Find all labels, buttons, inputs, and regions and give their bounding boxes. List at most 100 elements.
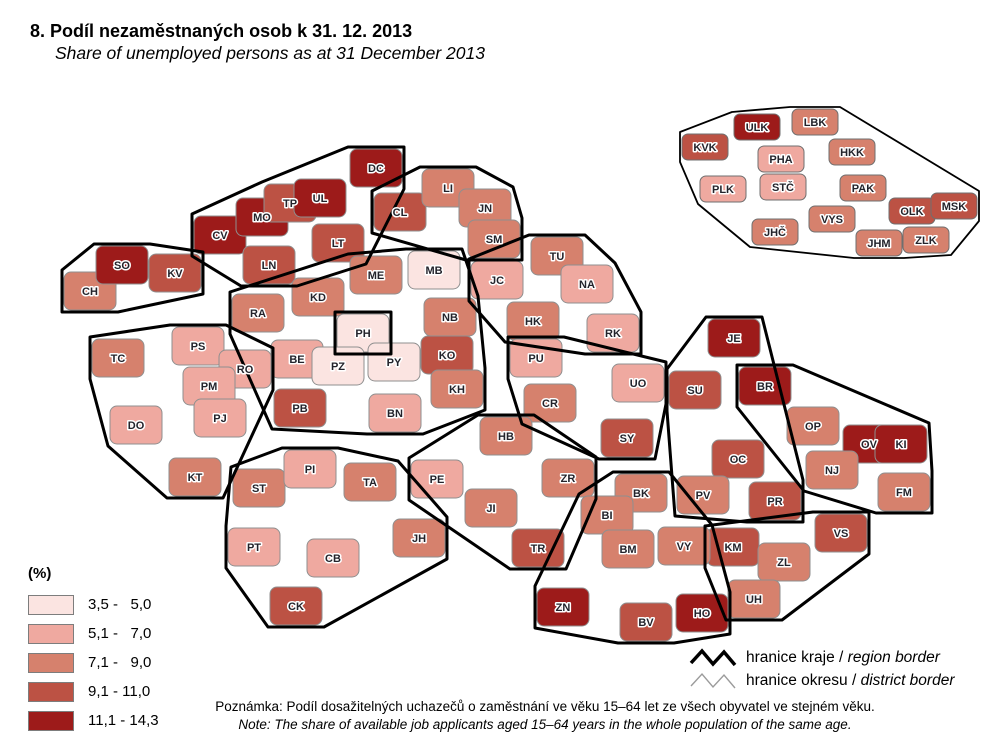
title-english: Share of unemployed persons as at 31 Dec… xyxy=(55,43,485,63)
district-label-SU: SU xyxy=(687,385,702,397)
district-label-HK: HK xyxy=(525,316,541,328)
district-label-JC: JC xyxy=(490,275,504,287)
district-label-CR: CR xyxy=(542,398,558,410)
legend-range-label-1: 3,5 - 5,0 xyxy=(88,596,152,613)
inset-region-label-VYS: VYS xyxy=(821,214,843,226)
district-label-UH: UH xyxy=(746,594,762,606)
district-border-label-en: district border xyxy=(860,671,955,689)
district-shape-KV xyxy=(148,253,202,293)
district-shape-DC xyxy=(349,148,403,188)
district-label-ZN: ZN xyxy=(556,602,571,614)
district-shape-RA xyxy=(231,293,285,333)
district-shape-ZR xyxy=(541,458,595,498)
legend-row-5: 11,1 - 14,3 xyxy=(28,706,159,735)
district-label-BM: BM xyxy=(619,544,636,556)
legend-range-label-5: 11,1 - 14,3 xyxy=(88,712,159,729)
region-border-ULK xyxy=(190,145,406,288)
inset-map-layer xyxy=(679,106,980,259)
district-label-BI: BI xyxy=(602,510,613,522)
district-border-label: hranice okresu / district border xyxy=(746,672,955,690)
inset-region-label-LBK: LBK xyxy=(804,117,827,129)
legend-range-label-4: 9,1 - 11,0 xyxy=(88,683,151,700)
region-borders-layer xyxy=(60,145,934,645)
district-label-KT: KT xyxy=(188,472,203,484)
district-shape-JH xyxy=(392,518,446,558)
footnote: Poznámka: Podíl dosažitelných uchazečů o… xyxy=(160,698,930,734)
district-label-ZL: ZL xyxy=(777,557,791,569)
district-label-OC: OC xyxy=(730,454,747,466)
legend-unit-label: (%) xyxy=(28,565,52,582)
district-label-BK: BK xyxy=(633,488,649,500)
district-shape-JI xyxy=(464,488,518,528)
inset-region-shape-STČ xyxy=(759,173,807,201)
district-label-PS: PS xyxy=(191,341,206,353)
region-border-MSK xyxy=(735,363,934,515)
inset-region-shape-PLK xyxy=(699,175,747,203)
district-shape-ZL xyxy=(757,542,811,582)
district-shape-OC xyxy=(711,439,765,479)
footnote-czech: Poznámka: Podíl dosažitelných uchazečů o… xyxy=(215,699,875,714)
district-label-PY: PY xyxy=(387,357,402,369)
district-label-JN: JN xyxy=(478,203,492,215)
district-label-NJ: NJ xyxy=(825,465,839,477)
legend-range-label-3: 7,1 - 9,0 xyxy=(88,654,152,671)
region-border-PHA xyxy=(333,310,393,356)
region-border-legend-row: hranice kraje / region border xyxy=(688,646,955,669)
district-label-CV: CV xyxy=(212,230,228,242)
district-label-KD: KD xyxy=(310,292,326,304)
district-shape-VY xyxy=(657,526,711,566)
district-label-CB: CB xyxy=(325,553,341,565)
region-border-label: hranice kraje / region border xyxy=(746,649,940,667)
legend-swatch-4 xyxy=(28,681,74,702)
district-shape-KT xyxy=(168,457,222,497)
district-label-ZR: ZR xyxy=(561,473,576,485)
district-shape-BV xyxy=(619,602,673,642)
district-label-CL: CL xyxy=(393,207,408,219)
district-label-BV: BV xyxy=(638,617,654,629)
inset-region-label-PLK: PLK xyxy=(712,184,734,196)
inset-region-shape-PAK xyxy=(839,174,887,202)
district-label-RK: RK xyxy=(605,328,621,340)
district-shape-SU xyxy=(668,370,722,410)
region-border-JHČ xyxy=(224,446,449,629)
legend-swatch-1 xyxy=(28,594,74,615)
inset-region-label-HKK: HKK xyxy=(840,147,864,159)
district-shape-ZN xyxy=(536,587,590,627)
region-border-LBK xyxy=(370,165,524,262)
district-label-RA: RA xyxy=(250,308,266,320)
district-label-LN: LN xyxy=(262,260,277,272)
figure-title: 8. Podíl nezaměstnaných osob k 31. 12. 2… xyxy=(30,20,485,64)
district-shape-FM xyxy=(877,472,931,512)
district-label-CH: CH xyxy=(82,286,98,298)
district-label-DO: DO xyxy=(128,420,145,432)
inset-country-outline xyxy=(679,106,980,259)
district-label-KM: KM xyxy=(724,542,741,554)
inset-region-shape-ULK xyxy=(733,113,781,141)
district-label-PU: PU xyxy=(528,353,543,365)
district-label-BE: BE xyxy=(289,354,304,366)
legend-row-1: 3,5 - 5,0 xyxy=(28,590,159,619)
region-border-STČ xyxy=(228,247,487,436)
district-label-TU: TU xyxy=(550,251,565,263)
inset-region-label-JHČ: JHČ xyxy=(764,226,786,239)
district-label-TP: TP xyxy=(283,198,297,210)
district-shape-CB xyxy=(306,538,360,578)
district-shape-PZ xyxy=(311,346,365,386)
inset-region-label-PAK: PAK xyxy=(852,183,874,195)
district-shape-PJ xyxy=(193,398,247,438)
region-border-VYS xyxy=(407,413,598,571)
region-border-KVK xyxy=(60,242,205,314)
district-label-ST: ST xyxy=(252,483,266,495)
district-shape-OP xyxy=(786,406,840,446)
border-legend: hranice kraje / region border hranice ok… xyxy=(688,646,955,692)
district-label-PE: PE xyxy=(430,474,445,486)
district-shape-NA xyxy=(560,264,614,304)
district-label-SY: SY xyxy=(620,433,635,445)
region-border-JHM xyxy=(533,470,732,645)
district-shape-NJ xyxy=(805,450,859,490)
district-shape-UL xyxy=(293,178,347,218)
district-shape-KI xyxy=(874,424,928,464)
district-label-HB: HB xyxy=(498,431,514,443)
